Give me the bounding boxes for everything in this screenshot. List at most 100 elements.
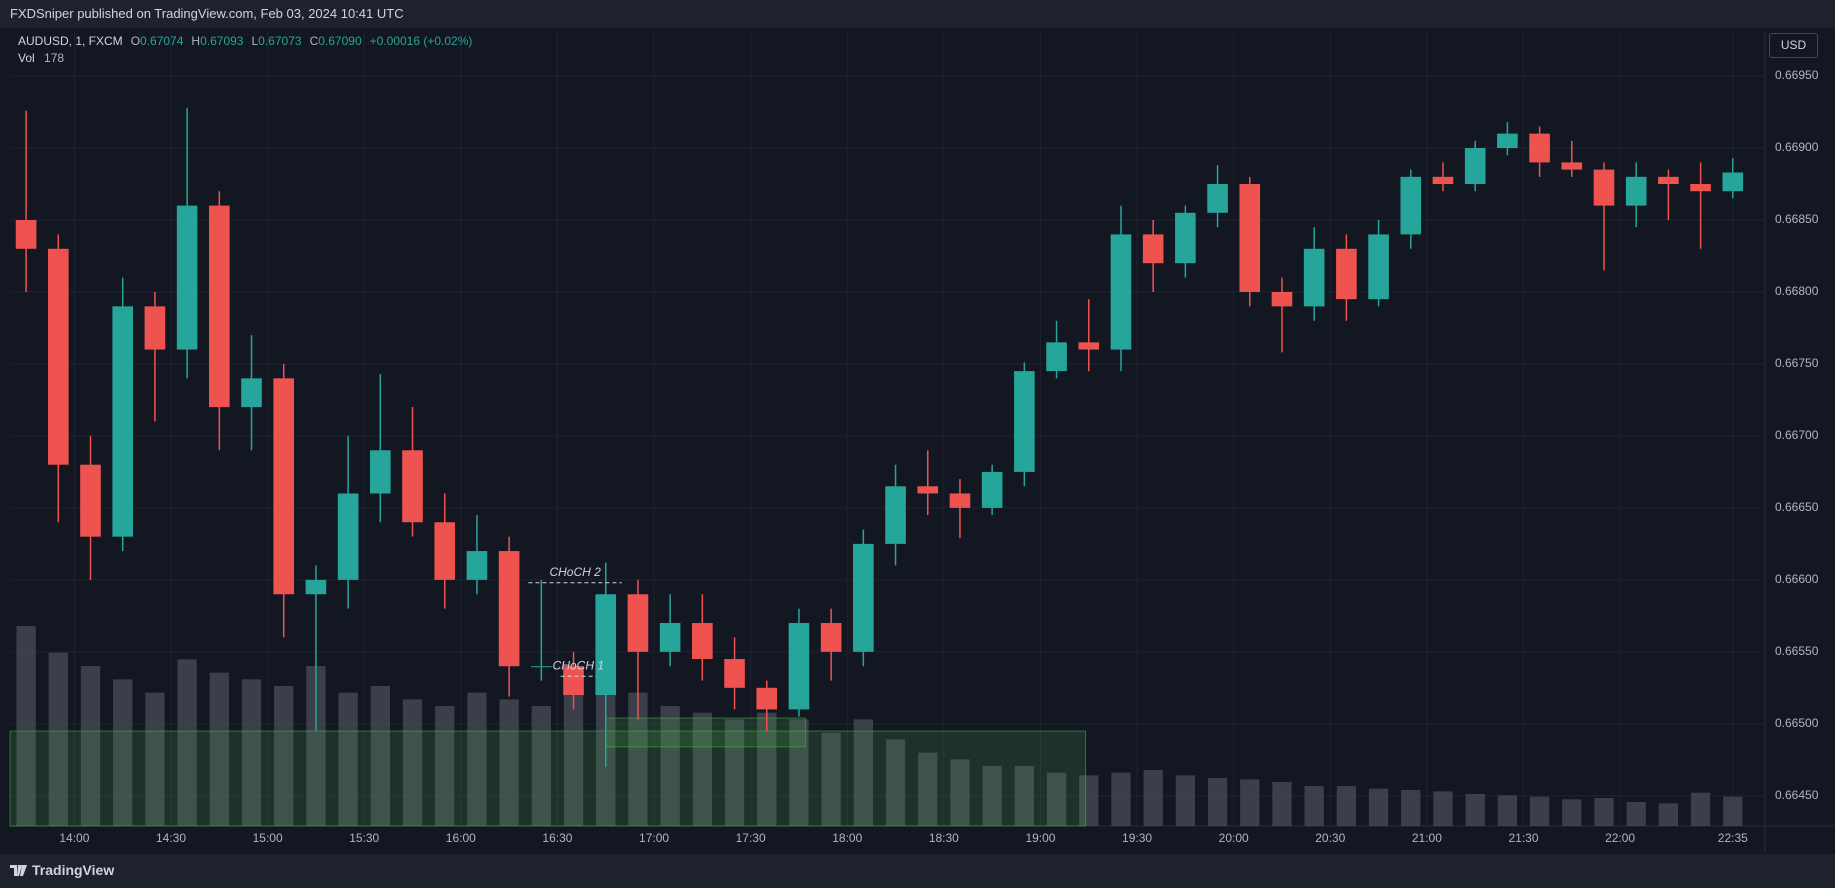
brand: TradingView	[10, 862, 114, 878]
volume-bar	[48, 652, 68, 826]
high-label: H	[191, 34, 201, 48]
candle-body	[15, 220, 37, 249]
volume-legend: Vol 178	[18, 51, 64, 65]
candle-body	[1046, 342, 1067, 372]
volume-bar	[789, 719, 809, 826]
candle-body	[1336, 248, 1357, 300]
candle-body	[885, 486, 906, 544]
volume-bar	[1111, 772, 1131, 826]
candle-body	[1271, 291, 1293, 307]
candle-body	[1014, 371, 1035, 472]
volume-bar	[338, 692, 358, 826]
volume-bar	[1465, 794, 1485, 826]
open-label: O	[130, 34, 141, 48]
candle-body	[434, 522, 456, 580]
x-tick-label: 17:00	[639, 831, 669, 845]
volume-bar	[1594, 798, 1614, 826]
volume-bar	[1014, 766, 1035, 826]
volume-bar	[177, 659, 197, 826]
high-value: 0.67093	[200, 34, 244, 48]
volume-bar	[1046, 772, 1067, 826]
volume-bar	[370, 686, 390, 826]
x-tick-label: 15:30	[349, 831, 379, 845]
x-tick-label: 20:00	[1219, 831, 1249, 845]
symbol: AUDUSD, 1, FXCM	[18, 34, 123, 48]
candle-body	[1207, 184, 1228, 213]
y-tick-label: 0.66550	[1775, 644, 1819, 658]
candle-body	[1142, 234, 1164, 264]
candle-body	[981, 471, 1003, 508]
volume-bar	[209, 672, 229, 826]
volume-bar	[1368, 788, 1389, 826]
volume-bar	[306, 666, 326, 826]
demand-zone	[605, 717, 806, 748]
volume-bar	[274, 686, 294, 826]
candle-body	[1400, 176, 1422, 235]
candle-body	[692, 623, 713, 660]
chart-pane	[0, 28, 1835, 854]
volume-value: 178	[44, 51, 65, 65]
volume-bar	[1175, 775, 1196, 826]
y-tick-label: 0.66850	[1775, 212, 1819, 226]
candle-body	[47, 248, 69, 465]
x-tick-label: 18:30	[929, 831, 959, 845]
y-tick-label: 0.66950	[1775, 68, 1819, 82]
candle-body	[627, 594, 649, 652]
volume-bar	[950, 759, 970, 826]
volume-bar	[1240, 779, 1260, 826]
candle-body	[144, 306, 166, 350]
candle-body	[1368, 234, 1389, 300]
candle-body	[498, 551, 520, 667]
candle-body	[337, 493, 359, 580]
x-tick-label: 21:00	[1412, 831, 1442, 845]
candle-body	[80, 464, 101, 537]
volume-bar	[853, 719, 874, 826]
candle-body	[1497, 133, 1518, 149]
candle-body	[1464, 148, 1486, 185]
x-tick-label: 16:00	[446, 831, 476, 845]
volume-bar	[531, 706, 551, 826]
y-tick-label: 0.66700	[1775, 428, 1819, 442]
volume-bar	[1336, 786, 1357, 826]
x-tick-label: 15:00	[253, 831, 283, 845]
demand-zone	[9, 730, 1087, 827]
candle-body	[1239, 184, 1261, 292]
volume-bar	[467, 692, 487, 826]
candle-body	[176, 205, 198, 350]
publisher-line: FXDSniper published on TradingView.com, …	[10, 6, 404, 21]
volume-bar	[1658, 803, 1679, 826]
x-tick-label: 17:30	[736, 831, 766, 845]
volume-bar	[918, 752, 938, 826]
volume-bar	[1723, 796, 1743, 826]
candle-body	[1529, 133, 1550, 163]
x-tick-label: 22:00	[1605, 831, 1635, 845]
candle-body	[1432, 176, 1454, 185]
candle-body	[1690, 184, 1711, 192]
candle-body	[724, 659, 745, 688]
candle-body	[659, 623, 681, 652]
volume-bar	[1690, 792, 1711, 826]
volume-bar	[1626, 802, 1646, 826]
x-tick-label: 19:30	[1122, 831, 1152, 845]
candle-body	[1625, 176, 1647, 206]
x-tick-label: 14:00	[59, 831, 89, 845]
volume-bar	[1272, 782, 1292, 826]
x-tick-label: 20:30	[1315, 831, 1345, 845]
candle-body	[820, 623, 842, 652]
y-tick-label: 0.66900	[1775, 140, 1819, 154]
currency-button[interactable]: USD	[1769, 33, 1818, 58]
candle-body	[788, 623, 810, 710]
candle-body	[1561, 162, 1583, 170]
candle-body	[1175, 212, 1196, 264]
volume-bar	[1079, 775, 1099, 826]
volume-bar	[1207, 778, 1228, 826]
volume-bar	[757, 712, 777, 826]
y-tick-label: 0.66600	[1775, 572, 1819, 586]
candle-body	[241, 378, 262, 408]
volume-bar	[628, 692, 648, 826]
candle-body	[949, 493, 971, 508]
volume-bar	[724, 719, 745, 826]
open-value: 0.67074	[140, 34, 184, 48]
y-tick-label: 0.66500	[1775, 716, 1819, 730]
candle-body	[1078, 342, 1100, 350]
